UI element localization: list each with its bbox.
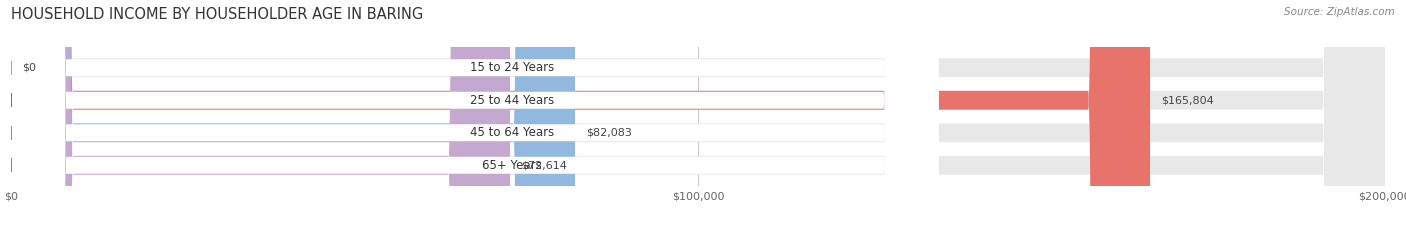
Text: HOUSEHOLD INCOME BY HOUSEHOLDER AGE IN BARING: HOUSEHOLD INCOME BY HOUSEHOLDER AGE IN B… xyxy=(11,7,423,22)
Text: $82,083: $82,083 xyxy=(586,128,631,138)
FancyBboxPatch shape xyxy=(11,0,1150,233)
Text: $72,614: $72,614 xyxy=(522,160,567,170)
FancyBboxPatch shape xyxy=(11,0,938,233)
Text: $0: $0 xyxy=(22,63,37,73)
FancyBboxPatch shape xyxy=(11,0,938,233)
FancyBboxPatch shape xyxy=(11,0,575,233)
FancyBboxPatch shape xyxy=(11,0,1385,233)
Text: 45 to 64 Years: 45 to 64 Years xyxy=(470,126,554,139)
Text: 15 to 24 Years: 15 to 24 Years xyxy=(470,61,554,74)
FancyBboxPatch shape xyxy=(11,0,938,233)
FancyBboxPatch shape xyxy=(11,0,1385,233)
Text: $165,804: $165,804 xyxy=(1161,95,1213,105)
Text: 25 to 44 Years: 25 to 44 Years xyxy=(470,94,554,107)
Text: 65+ Years: 65+ Years xyxy=(482,159,541,172)
FancyBboxPatch shape xyxy=(11,0,938,233)
FancyBboxPatch shape xyxy=(11,0,1385,233)
Text: Source: ZipAtlas.com: Source: ZipAtlas.com xyxy=(1284,7,1395,17)
FancyBboxPatch shape xyxy=(11,0,510,233)
FancyBboxPatch shape xyxy=(11,0,1385,233)
